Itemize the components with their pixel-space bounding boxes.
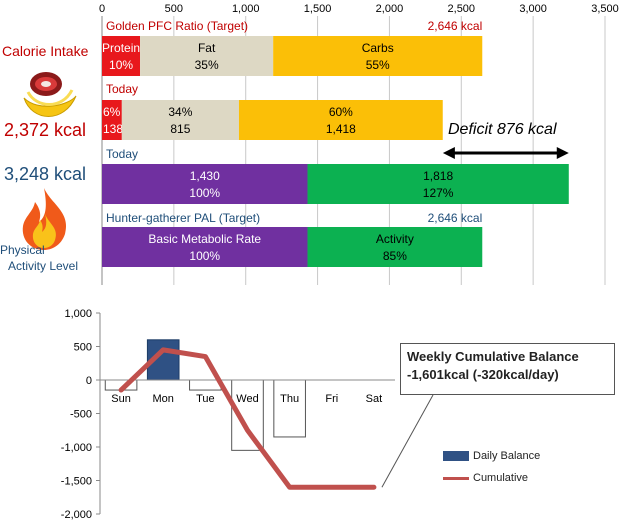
deficit-label: Deficit 876 kcal: [448, 121, 557, 138]
category-label-tue: Tue: [196, 393, 215, 405]
row-total-hunter_gatherer: 2,646 kcal: [428, 211, 483, 225]
calorie-intake-label: Calorie Intake: [2, 43, 89, 59]
bar-segment-golden_pfc-fat: [140, 36, 274, 76]
segment-label-bottom: 100%: [189, 249, 220, 263]
bar-segment-hunter_gatherer-basic-metabolic-rate: [102, 227, 308, 267]
segment-label-top: Basic Metabolic Rate: [148, 232, 261, 246]
segment-label-bottom: 100%: [189, 186, 220, 200]
burn-kcal-value: 3,248 kcal: [4, 164, 87, 184]
segment-label-top: Activity: [376, 232, 414, 246]
callout-line-1: Weekly Cumulative Balance: [407, 349, 579, 364]
x-tick-label: 0: [99, 3, 105, 15]
y-tick-label: 0: [86, 375, 92, 387]
deficit-arrow-right-head: [556, 147, 569, 159]
segment-label-top: 34%: [168, 105, 192, 119]
segment-label-bottom: 55%: [366, 58, 390, 72]
segment-label-bottom: 127%: [423, 186, 454, 200]
segment-label-top: 60%: [329, 105, 353, 119]
bar-segment-golden_pfc-carbs: [273, 36, 483, 76]
segment-label-top: 6%: [103, 105, 121, 119]
segment-label-bottom: 138: [103, 122, 123, 136]
flame-icon: [22, 188, 67, 250]
bar-segment-today_intake-carbs: [238, 100, 443, 140]
category-label-wed: Wed: [236, 393, 258, 405]
legend-item-cumulative: Cumulative: [443, 469, 540, 487]
segment-label-top: Carbs: [362, 41, 394, 55]
row-title-hunter_gatherer: Hunter-gatherer PAL (Target): [106, 211, 260, 225]
segment-label-top: Protein: [102, 41, 140, 55]
bar-segment-today_activity-basic-metabolic-rate: [102, 164, 308, 204]
intake-kcal-value: 2,372 kcal: [4, 120, 87, 140]
row-total-golden_pfc: 2,646 kcal: [428, 19, 483, 33]
x-tick-label: 1,500: [304, 3, 332, 15]
category-label-fri: Fri: [325, 393, 338, 405]
x-tick-label: 500: [165, 3, 183, 15]
legend-swatch-daily-balance: [443, 451, 469, 461]
y-tick-label: -1,000: [61, 442, 92, 454]
category-label-sat: Sat: [366, 393, 383, 405]
x-tick-label: 2,000: [376, 3, 404, 15]
bar-segment-today_activity-activity: [307, 164, 569, 204]
segment-label-bottom: 815: [170, 122, 190, 136]
x-tick-label: 3,500: [591, 3, 619, 15]
deficit-arrow-left-head: [442, 147, 455, 159]
meat-and-banana-icon: [23, 72, 77, 117]
segment-label-top: 1,818: [423, 169, 453, 183]
physical-activity-label-line1: Physical: [0, 243, 45, 257]
y-tick-label: -500: [70, 409, 92, 421]
pfc-energy-chart: 0 500 1,000 1,500 2,000 2,500 3,000 3,500 Golden…: [99, 3, 619, 285]
weekly-balance-callout: Weekly Cumulative Balance -1,601kcal (-3…: [400, 343, 615, 395]
daily-balance-bar-thu: [273, 379, 306, 438]
bar-segment-today_intake-protein: [102, 100, 122, 140]
legend-label-cumulative: Cumulative: [473, 472, 529, 484]
row-title-golden_pfc: Golden PFC Ratio (Target): [106, 19, 248, 33]
physical-activity-label-line2: Activity Level: [8, 259, 79, 273]
segment-label-bottom: 1,418: [326, 122, 356, 136]
x-tick-label: 1,000: [232, 3, 260, 15]
weekly-balance-chart: 1,000 500 0 -500 -1,000 -1,500 -2,000 Sun Mon Tue…: [61, 308, 434, 521]
category-label-thu: Thu: [280, 393, 299, 405]
segment-label-top: Fat: [198, 41, 216, 55]
bar-segment-hunter_gatherer-activity: [307, 227, 483, 267]
y-tick-label: 1,000: [64, 308, 92, 320]
callout-pointer-line: [381, 394, 434, 488]
legend-label-daily-balance: Daily Balance: [473, 450, 541, 462]
legend-item-daily-balance: Daily Balance: [443, 447, 540, 465]
segment-label-bottom: 85%: [383, 249, 407, 263]
category-label-mon: Mon: [153, 393, 174, 405]
x-tick-label: 2,500: [448, 3, 476, 15]
segment-label-bottom: 10%: [109, 58, 133, 72]
x-tick-label: 3,000: [519, 3, 547, 15]
category-label-sun: Sun: [111, 393, 131, 405]
callout-line-2: -1,601kcal (-320kcal/day): [407, 367, 559, 382]
legend-swatch-cumulative: [443, 476, 469, 480]
bar-segment-golden_pfc-protein: [102, 36, 141, 76]
y-tick-label: -1,500: [61, 476, 92, 488]
segment-label-bottom: 35%: [195, 58, 219, 72]
segment-label-top: 1,430: [190, 169, 220, 183]
y-tick-label: -2,000: [61, 509, 92, 521]
y-tick-label: 500: [74, 342, 92, 354]
row-title-today_activity: Today: [106, 147, 138, 161]
row-title-today_intake: Today: [106, 82, 138, 96]
weekly-chart-legend: Daily Balance Cumulative: [443, 447, 540, 491]
bar-segment-today_intake-fat: [121, 100, 239, 140]
daily-balance-bar-tue: [189, 379, 222, 391]
cumulative-line: [118, 347, 377, 490]
